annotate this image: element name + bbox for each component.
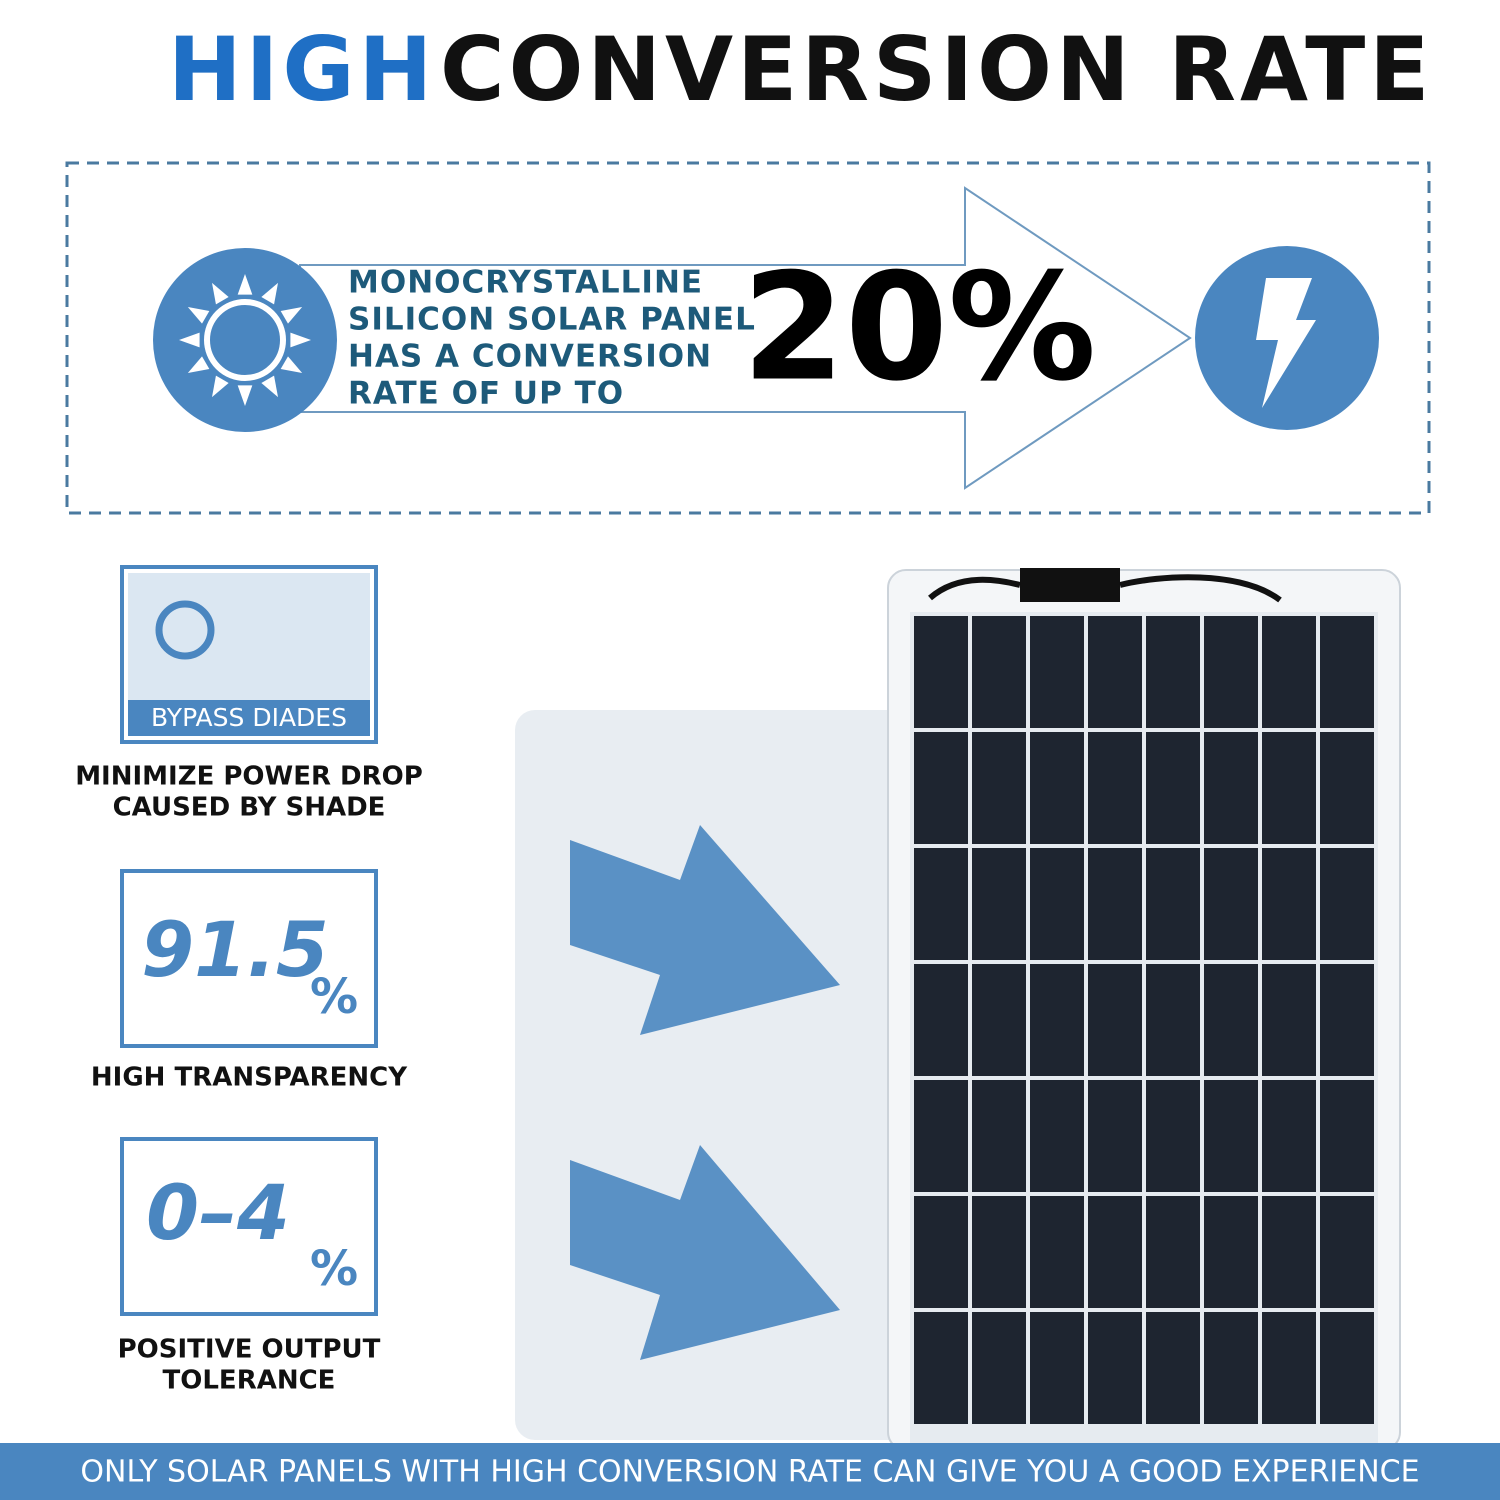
solar-cell	[1088, 1196, 1142, 1308]
solar-cell	[1030, 848, 1084, 960]
solar-cell	[1030, 1080, 1084, 1192]
solar-cell	[1262, 1196, 1316, 1308]
sun-ray	[290, 332, 311, 348]
footer-text: ONLY SOLAR PANELS WITH HIGH CONVERSION R…	[80, 1455, 1419, 1490]
solar-cell	[1262, 964, 1316, 1076]
solar-cell	[1262, 616, 1316, 728]
solar-cell	[1320, 848, 1374, 960]
banner-frame	[65, 161, 1431, 515]
solar-cell	[1320, 1196, 1374, 1308]
sun-ray	[237, 385, 253, 406]
solar-cell	[972, 616, 1026, 728]
banner-line: HAS A CONVERSION	[348, 339, 712, 375]
solar-cell	[1262, 848, 1316, 960]
icon-unit: %	[310, 969, 358, 1025]
sun-ray	[280, 307, 303, 324]
solar-cell	[1030, 1196, 1084, 1308]
banner-line: MONOCRYSTALLINE	[348, 265, 703, 301]
banner-line: SILICON SOLAR PANEL	[348, 302, 756, 338]
solar-cell	[914, 732, 968, 844]
solar-cell	[1146, 1196, 1200, 1308]
solar-cell	[1146, 848, 1200, 960]
banner-line: RATE OF UP TO	[348, 376, 624, 412]
solar-cell	[914, 964, 968, 1076]
solar-cell	[1262, 1080, 1316, 1192]
solar-cell	[1088, 732, 1142, 844]
feature-2: 91.5 %	[120, 869, 378, 1048]
solar-cell	[1204, 1312, 1258, 1424]
solar-cell	[1030, 964, 1084, 1076]
sun-ray	[261, 282, 278, 305]
solar-cell	[1320, 616, 1374, 728]
solar-cell	[1146, 732, 1200, 844]
sun-ray	[212, 375, 229, 398]
solar-cell	[1320, 964, 1374, 1076]
feature-caption: POSITIVE OUTPUT	[118, 1335, 381, 1365]
sun-icon	[153, 248, 337, 432]
solar-cell	[972, 732, 1026, 844]
solar-cell	[1146, 1312, 1200, 1424]
solar-cell	[1320, 1080, 1374, 1192]
solar-cell	[914, 1312, 968, 1424]
solar-cell	[972, 1196, 1026, 1308]
solar-cell	[1204, 964, 1258, 1076]
banner-arrow	[299, 186, 1192, 490]
solar-cell	[1088, 1080, 1142, 1192]
solar-cell	[1030, 732, 1084, 844]
solar-cell	[972, 964, 1026, 1076]
solar-cell	[1088, 964, 1142, 1076]
feature-caption: HIGH TRANSPARENCY	[91, 1063, 408, 1093]
solar-cell	[914, 616, 968, 728]
solar-cell	[1262, 732, 1316, 844]
sun-ray	[261, 375, 278, 398]
feature-1: BYPASS DIADES	[120, 565, 378, 744]
icon-label: BYPASS DIADES	[151, 703, 347, 732]
sun-ray	[280, 356, 303, 373]
solar-cell	[972, 1312, 1026, 1424]
solar-cell	[1146, 1080, 1200, 1192]
feature-caption: TOLERANCE	[163, 1366, 336, 1396]
solar-cell	[1030, 1312, 1084, 1424]
footer-band	[0, 1443, 1500, 1500]
solar-cell	[914, 1080, 968, 1192]
icon-value: 91.5	[141, 905, 329, 994]
solar-cell	[1204, 616, 1258, 728]
solar-cell	[1146, 616, 1200, 728]
feature-caption: MINIMIZE POWER DROP	[75, 762, 423, 792]
solar-cell	[1030, 616, 1084, 728]
solar-cell	[1088, 1312, 1142, 1424]
solar-panel	[887, 568, 1401, 1451]
solar-cell	[1204, 1196, 1258, 1308]
solar-cell	[1088, 616, 1142, 728]
feature-caption: CAUSED BY SHADE	[113, 793, 386, 823]
solar-cell	[1204, 848, 1258, 960]
icon-unit: %	[310, 1241, 358, 1297]
solar-cell	[972, 848, 1026, 960]
solar-cell	[1320, 732, 1374, 844]
sun-ray	[212, 282, 229, 305]
title-rest: CONVERSION RATE	[440, 18, 1433, 121]
title-highlight: HIGH	[168, 18, 436, 121]
banner-rate: 20%	[742, 242, 1096, 414]
icon-value: 0–4	[146, 1168, 290, 1257]
lightning-icon	[1195, 246, 1379, 430]
solar-cell	[914, 848, 968, 960]
feature-3: 0–4 %	[120, 1137, 378, 1316]
blue-arrows	[570, 825, 840, 1360]
solar-cell	[1204, 732, 1258, 844]
solar-cell	[914, 1196, 968, 1308]
sun-ray	[187, 356, 210, 373]
sun-ray	[187, 307, 210, 324]
sun-ray	[237, 274, 253, 295]
solar-cell	[1320, 1312, 1374, 1424]
solar-cell	[1262, 1312, 1316, 1424]
sun-ray	[179, 332, 200, 348]
solar-cell	[1146, 964, 1200, 1076]
solar-cell	[1088, 848, 1142, 960]
solar-cell	[1204, 1080, 1258, 1192]
solar-cell	[972, 1080, 1026, 1192]
